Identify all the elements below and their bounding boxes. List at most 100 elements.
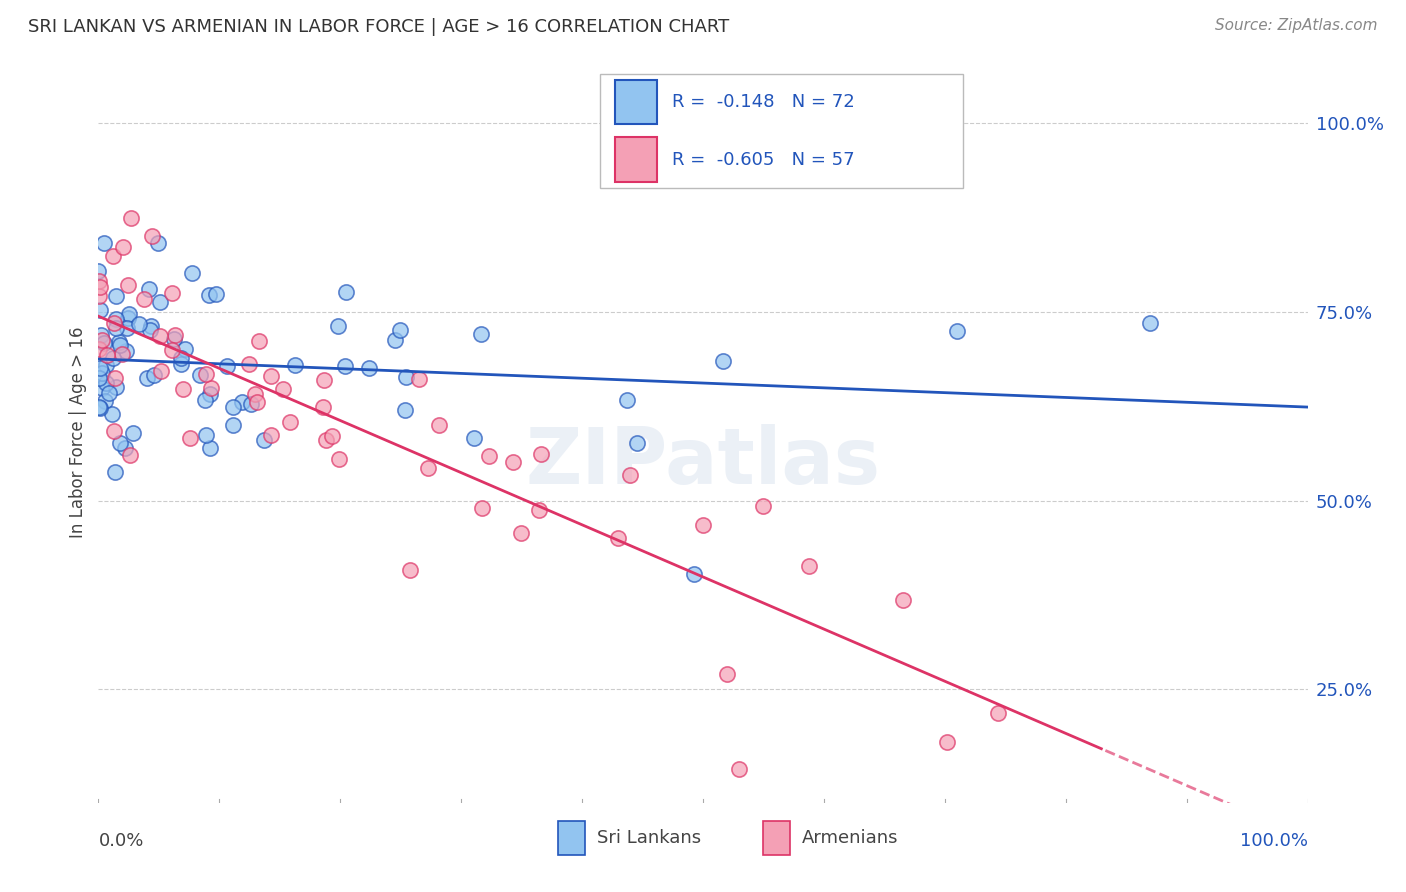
Point — [328, 452, 350, 467]
Point — [239, 397, 262, 411]
Point — [163, 333, 186, 347]
Point — [987, 706, 1010, 720]
Point — [111, 240, 134, 254]
Point — [246, 394, 269, 409]
Point — [891, 593, 914, 607]
Text: SRI LANKAN VS ARMENIAN IN LABOR FORCE | AGE > 16 CORRELATION CHART: SRI LANKAN VS ARMENIAN IN LABOR FORCE | … — [28, 18, 730, 36]
Point — [509, 526, 531, 541]
Point — [198, 387, 221, 401]
Point — [173, 343, 195, 357]
Point — [104, 465, 127, 479]
Point — [1139, 316, 1161, 330]
Point — [87, 264, 110, 278]
Point — [139, 323, 162, 337]
Point — [104, 321, 127, 335]
Point — [100, 407, 122, 421]
Point — [278, 415, 301, 429]
Point — [315, 433, 337, 447]
Text: 100.0%: 100.0% — [1240, 832, 1308, 850]
Point — [110, 337, 132, 351]
Point — [93, 235, 115, 250]
Point — [427, 417, 450, 432]
Point — [160, 285, 183, 300]
Point — [146, 235, 169, 250]
Point — [394, 402, 416, 417]
Point — [359, 361, 381, 376]
Point — [471, 501, 494, 516]
Point — [271, 382, 294, 396]
Point — [716, 667, 738, 681]
Point — [89, 401, 111, 415]
Point — [711, 354, 734, 368]
Point — [238, 357, 260, 371]
Point — [89, 327, 111, 342]
Point — [104, 371, 127, 385]
Point — [326, 319, 349, 334]
Point — [936, 735, 959, 749]
Point — [245, 387, 267, 401]
Point — [103, 316, 125, 330]
Point — [87, 401, 110, 415]
Point — [89, 303, 111, 318]
Point — [101, 249, 124, 263]
Point — [90, 381, 112, 395]
Point — [104, 289, 127, 303]
Point — [110, 347, 132, 361]
Point — [384, 333, 406, 347]
Point — [122, 425, 145, 440]
Point — [335, 359, 357, 373]
Point — [797, 559, 820, 574]
Point — [141, 229, 163, 244]
Point — [117, 277, 139, 292]
Point — [160, 343, 183, 357]
Point — [118, 448, 141, 462]
Point — [204, 287, 226, 301]
Point — [416, 461, 439, 475]
Point — [149, 364, 172, 378]
Point — [193, 392, 215, 407]
Text: Sri Lankans: Sri Lankans — [596, 829, 700, 847]
Y-axis label: In Labor Force | Age > 16: In Labor Force | Age > 16 — [69, 326, 87, 539]
Point — [89, 371, 111, 385]
Point — [114, 442, 136, 456]
Point — [626, 436, 648, 450]
Point — [87, 289, 110, 303]
Point — [141, 318, 163, 333]
Point — [108, 436, 131, 450]
Point — [135, 370, 157, 384]
Point — [478, 449, 501, 463]
Point — [752, 499, 775, 513]
Point — [128, 317, 150, 331]
Point — [94, 394, 117, 409]
Point — [530, 447, 553, 461]
Point — [607, 531, 630, 545]
Point — [463, 431, 485, 445]
Point — [97, 386, 120, 401]
Point — [312, 374, 335, 388]
Point — [728, 762, 751, 776]
Point — [138, 282, 160, 296]
Point — [619, 468, 641, 483]
Point — [120, 211, 142, 226]
Point — [163, 328, 186, 343]
Point — [470, 326, 492, 341]
Point — [616, 392, 638, 407]
Point — [195, 367, 218, 381]
Point — [115, 343, 138, 358]
Bar — [614, 137, 657, 182]
Point — [108, 334, 131, 349]
Point — [253, 433, 276, 447]
Point — [946, 324, 969, 338]
Point — [231, 395, 253, 409]
Point — [132, 293, 155, 307]
Point — [222, 400, 245, 414]
Point — [335, 285, 357, 299]
Text: R =  -0.148   N = 72: R = -0.148 N = 72 — [672, 94, 855, 112]
Point — [104, 379, 127, 393]
Point — [94, 376, 117, 390]
Point — [260, 369, 283, 384]
Text: 0.0%: 0.0% — [98, 832, 143, 850]
Point — [200, 441, 222, 455]
Text: ZIPatlas: ZIPatlas — [526, 425, 880, 500]
Point — [215, 359, 238, 373]
